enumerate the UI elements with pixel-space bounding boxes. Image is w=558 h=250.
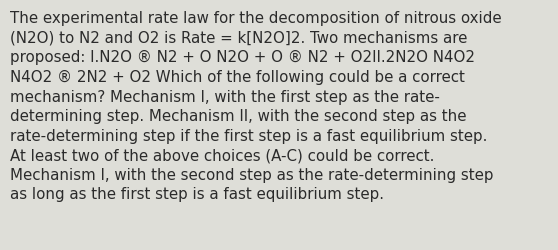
Text: The experimental rate law for the decomposition of nitrous oxide
(N2O) to N2 and: The experimental rate law for the decomp… [10,11,502,202]
